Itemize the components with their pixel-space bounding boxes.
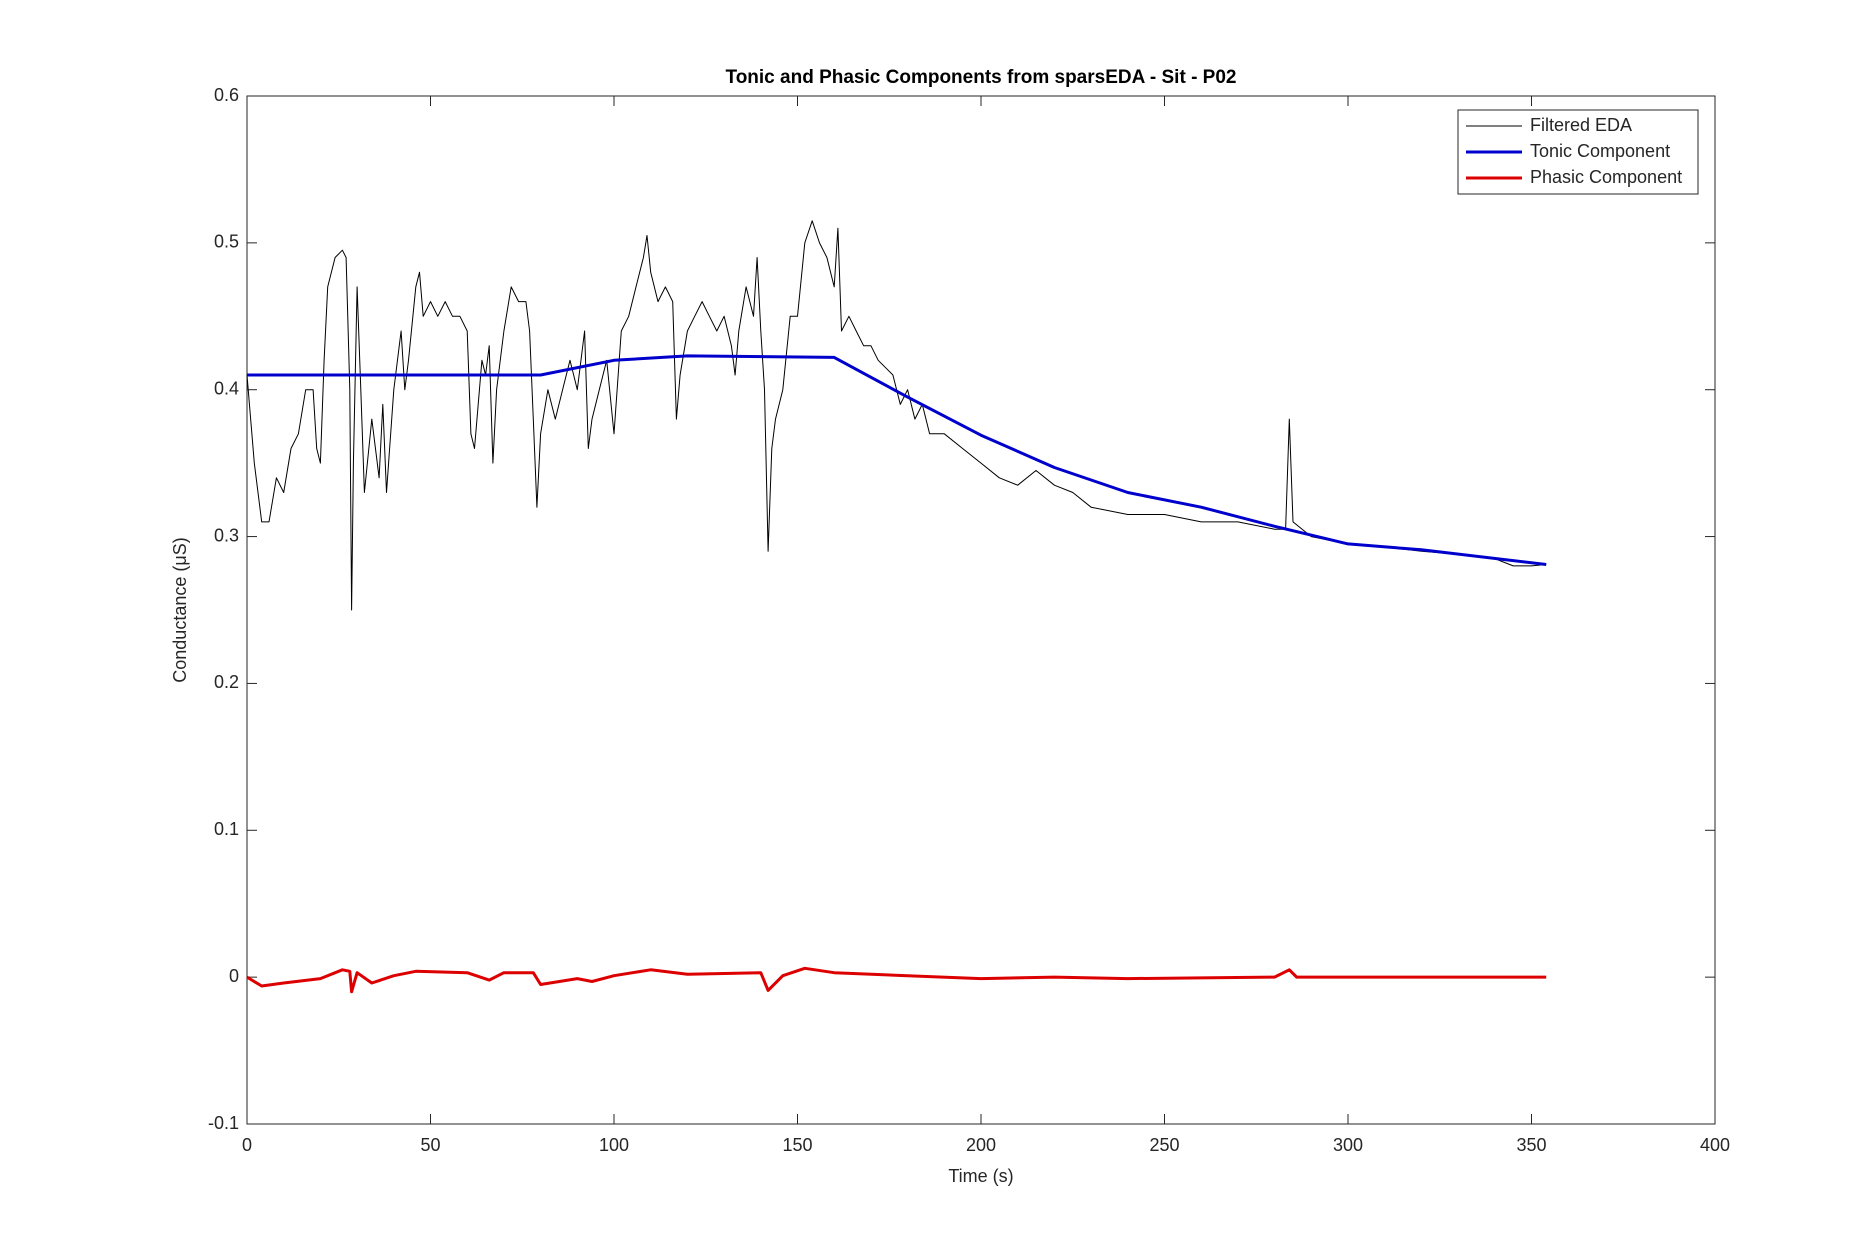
x-tick-label: 200 xyxy=(966,1135,996,1155)
series-line xyxy=(246,220,1547,611)
y-tick-label: 0.5 xyxy=(214,232,239,252)
x-tick-label: 0 xyxy=(242,1135,252,1155)
y-tick-label: 0.1 xyxy=(214,819,239,839)
x-tick-label: 300 xyxy=(1333,1135,1363,1155)
x-tick-label: 400 xyxy=(1700,1135,1730,1155)
series-line xyxy=(246,966,1547,994)
y-tick-label: 0.4 xyxy=(214,378,239,398)
x-tick-label: 350 xyxy=(1516,1135,1546,1155)
legend-label: Phasic Component xyxy=(1530,167,1682,187)
x-tick-label: 100 xyxy=(599,1135,629,1155)
y-tick-label: -0.1 xyxy=(208,1113,239,1133)
chart-title: Tonic and Phasic Components from sparsED… xyxy=(726,67,1237,88)
x-tick-label: 150 xyxy=(782,1135,812,1155)
series-line xyxy=(247,354,1547,566)
x-tick-label: 50 xyxy=(420,1135,440,1155)
y-tick-label: 0.3 xyxy=(214,525,239,545)
y-tick-label: 0.2 xyxy=(214,672,239,692)
y-tick-label: 0.6 xyxy=(214,85,239,105)
y-tick-label: 0 xyxy=(229,966,239,986)
x-axis-label: Time (s) xyxy=(948,1166,1013,1186)
plot-area xyxy=(246,95,1716,1125)
legend-label: Filtered EDA xyxy=(1530,115,1632,135)
y-axis-label: Conductance (μS) xyxy=(170,537,190,682)
legend-label: Tonic Component xyxy=(1530,141,1670,161)
x-tick-label: 250 xyxy=(1149,1135,1179,1155)
